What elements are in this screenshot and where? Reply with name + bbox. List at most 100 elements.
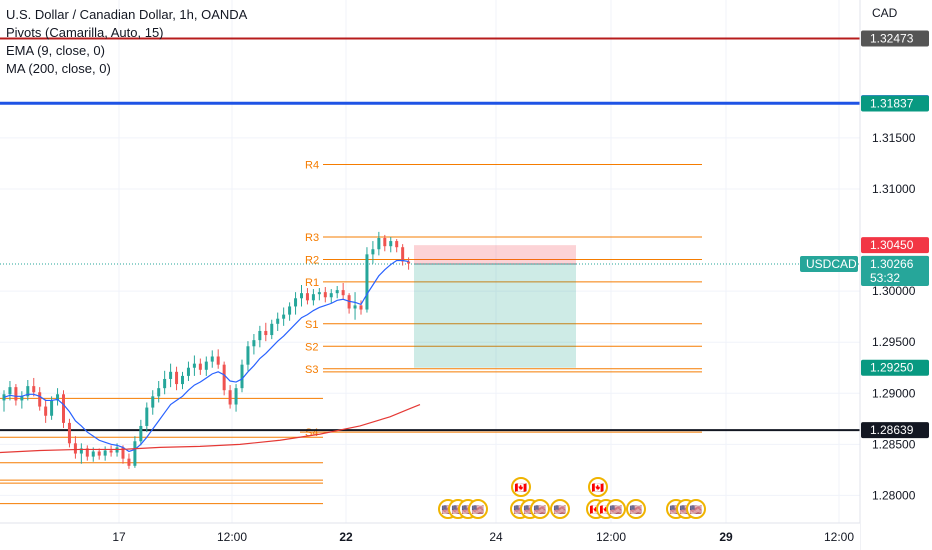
candle-body [341, 290, 345, 296]
current-price-label: 1.30266 [870, 257, 914, 271]
legend-ema[interactable]: EMA (9, close, 0) [6, 43, 105, 58]
candle-body [121, 447, 125, 459]
candle-body [181, 375, 184, 385]
x-tick-label: 12:00 [217, 530, 247, 544]
candle-body [109, 450, 113, 453]
y-tick-label: 1.28000 [872, 488, 916, 502]
candle-body [353, 305, 357, 309]
candle-body [407, 261, 411, 264]
candle-body [38, 392, 42, 407]
y-tick-label: 1.28500 [872, 437, 916, 451]
candle-body [222, 364, 226, 391]
y-tick-label: 1.29000 [872, 386, 916, 400]
candle-body [234, 388, 238, 405]
stop-loss-zone [414, 245, 576, 264]
candle-body [139, 425, 143, 442]
axis-labels: 1.31500 1.31000 1.30000 1.29500 1.29000 1.285… [112, 6, 915, 544]
candle-body [329, 293, 333, 298]
candle-body [127, 458, 131, 466]
candle-body [198, 363, 202, 370]
candle-body [258, 330, 262, 341]
price-badge-label: 1.29250 [870, 361, 914, 375]
ma200-line [0, 403, 421, 454]
event-flag-icon: 🇨🇦 [592, 482, 605, 494]
candle-body [264, 330, 268, 336]
pivot-label-s3: S3 [305, 364, 318, 376]
candle-body [133, 441, 137, 466]
candle-body [305, 293, 309, 301]
x-tick-label: 24 [489, 530, 503, 544]
candle-body [91, 451, 95, 457]
event-flag-icon: 🇺🇸 [630, 504, 643, 516]
y-tick-label: 1.29500 [872, 335, 916, 349]
price-badge-label: 1.32473 [870, 32, 914, 46]
time-axis[interactable] [0, 523, 860, 550]
candle-body [26, 386, 30, 397]
candle-body [73, 443, 77, 454]
event-flag-icon: 🇨🇦 [515, 482, 528, 494]
x-tick-label: 12:00 [824, 530, 854, 544]
legend-pivots[interactable]: Pivots (Camarilla, Auto, 15) [6, 25, 164, 40]
candle-body [395, 241, 399, 248]
candle-body [151, 396, 155, 408]
y-tick-label: 1.31500 [872, 131, 916, 145]
candle-body [163, 378, 167, 389]
symbol-tag [800, 255, 858, 272]
candle-body [186, 367, 190, 376]
pivot-label-s1: S1 [305, 319, 318, 331]
y-tick-label: 1.30000 [872, 284, 916, 298]
symbol-tag-label: USDCAD [806, 257, 857, 271]
candle-body [359, 305, 363, 310]
event-marker [626, 499, 646, 519]
candle-body [175, 371, 179, 385]
pivot-label-s2: S2 [305, 341, 318, 353]
candle-body [371, 249, 375, 255]
pivot-levels: R4 R3 R2 R1 S1 S2 S3 S4 [0, 37, 860, 505]
candle-body [103, 450, 107, 456]
candle-body [294, 298, 298, 307]
y-tick-label: 1.31000 [872, 182, 916, 196]
pivot-label-r1: R1 [305, 277, 319, 289]
candle-body [145, 407, 149, 426]
legend-ma[interactable]: MA (200, close, 0) [6, 61, 111, 76]
candle-body [97, 451, 101, 456]
event-marker [606, 499, 626, 519]
x-tick-label: 12:00 [596, 530, 626, 544]
candle-body [50, 400, 54, 416]
x-tick-label: 17 [112, 530, 126, 544]
candle-body [276, 318, 280, 324]
legend-title[interactable]: U.S. Dollar / Canadian Dollar, 1h, OANDA [6, 7, 248, 22]
candle-body [389, 241, 393, 247]
candle-body [32, 386, 36, 393]
event-flag-icon: 🇺🇸 [554, 504, 567, 516]
pivot-label-r3: R3 [305, 232, 319, 244]
candle-body [157, 388, 161, 397]
event-flag-icon: 🇺🇸 [610, 504, 623, 516]
price-badge [861, 95, 929, 112]
candle-body [252, 340, 256, 347]
event-marker [530, 499, 550, 519]
candle-body [282, 314, 286, 319]
candle-body [323, 292, 327, 298]
countdown-label: 53:32 [870, 271, 900, 285]
pivot-label-s4: S4 [305, 427, 318, 439]
candle-body [20, 396, 24, 401]
event-flag-icon: 🇺🇸 [534, 504, 547, 516]
candle-body [228, 390, 232, 405]
event-flag-icon: 🇺🇸 [690, 504, 703, 516]
candle-body [383, 238, 387, 247]
currency-label: CAD [872, 6, 898, 20]
candle-body [365, 254, 369, 310]
event-marker [550, 499, 570, 519]
indicators [0, 259, 421, 454]
pivot-label-r2: R2 [305, 254, 319, 266]
candle-body [240, 364, 244, 389]
event-marker [511, 477, 531, 497]
chart-legend: U.S. Dollar / Canadian Dollar, 1h, OANDA… [6, 6, 247, 78]
candle-body [169, 371, 173, 379]
price-badge [861, 422, 929, 439]
candle-body [401, 247, 405, 262]
price-badge-label: 1.31837 [870, 96, 914, 110]
candle-body [8, 387, 12, 395]
